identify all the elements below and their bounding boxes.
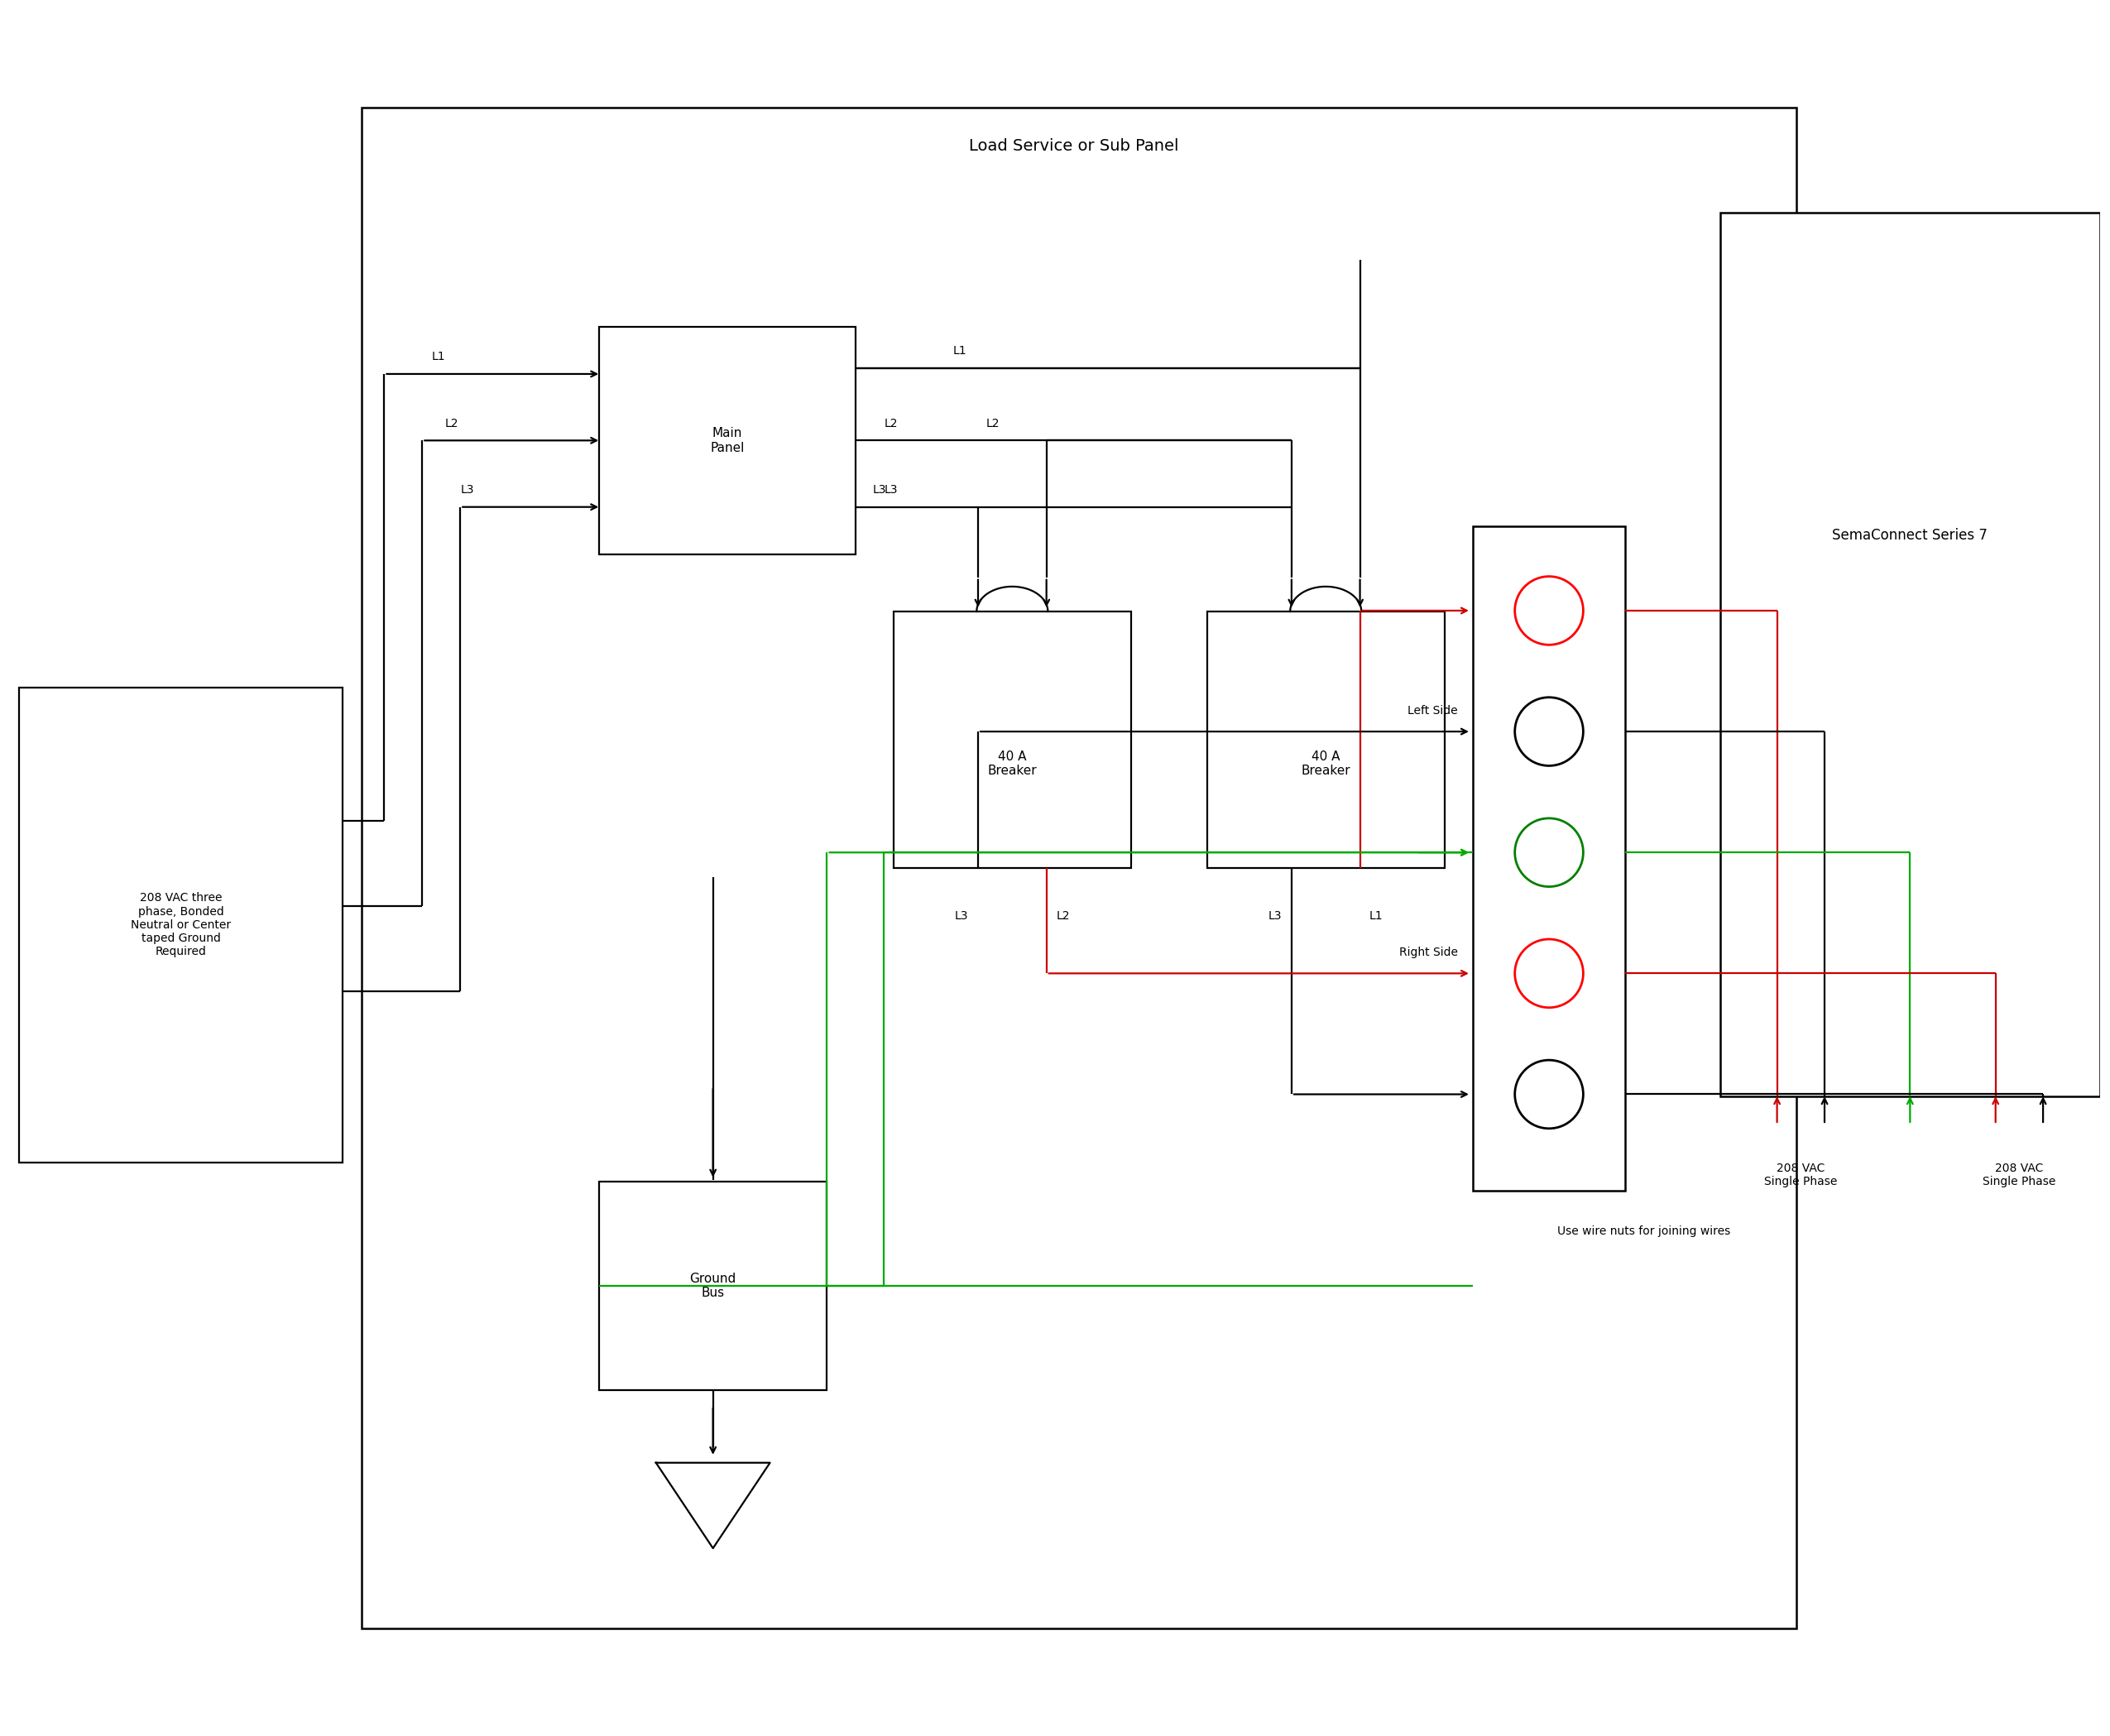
Text: 208 VAC
Single Phase: 208 VAC Single Phase (1983, 1163, 2055, 1187)
Bar (893, 611, 1131, 868)
Bar (599, 1182, 827, 1391)
Text: L3: L3 (871, 484, 886, 495)
Text: 40 A
Breaker: 40 A Breaker (1302, 750, 1350, 778)
Bar (599, 326, 855, 554)
Text: L1: L1 (1369, 910, 1384, 922)
Text: L3: L3 (884, 484, 897, 495)
Text: Load Service or Sub Panel: Load Service or Sub Panel (968, 139, 1179, 155)
Text: L3: L3 (956, 910, 968, 922)
Bar (361, 108, 1796, 1628)
Bar (1720, 212, 2099, 1095)
Text: Left Side: Left Side (1407, 705, 1458, 717)
Text: 208 VAC
Single Phase: 208 VAC Single Phase (1764, 1163, 1838, 1187)
Text: L3: L3 (1268, 910, 1283, 922)
Text: L1: L1 (954, 345, 966, 358)
Text: Right Side: Right Side (1399, 946, 1458, 958)
Text: 208 VAC three
phase, Bonded
Neutral or Center
taped Ground
Required: 208 VAC three phase, Bonded Neutral or C… (131, 892, 232, 958)
Text: L2: L2 (884, 417, 897, 429)
Text: L2: L2 (985, 417, 1000, 429)
Text: L2: L2 (1055, 910, 1070, 922)
Bar (1207, 611, 1445, 868)
Text: L2: L2 (445, 417, 458, 429)
Bar (19, 687, 342, 1163)
Text: Main
Panel: Main Panel (711, 427, 745, 453)
Text: Use wire nuts for joining wires: Use wire nuts for joining wires (1557, 1226, 1730, 1236)
Text: L3: L3 (460, 484, 475, 495)
Bar (1473, 526, 1625, 1191)
Text: Ground
Bus: Ground Bus (690, 1272, 736, 1300)
Text: L1: L1 (433, 351, 445, 363)
Text: SemaConnect Series 7: SemaConnect Series 7 (1831, 528, 1988, 543)
Text: 40 A
Breaker: 40 A Breaker (987, 750, 1036, 778)
